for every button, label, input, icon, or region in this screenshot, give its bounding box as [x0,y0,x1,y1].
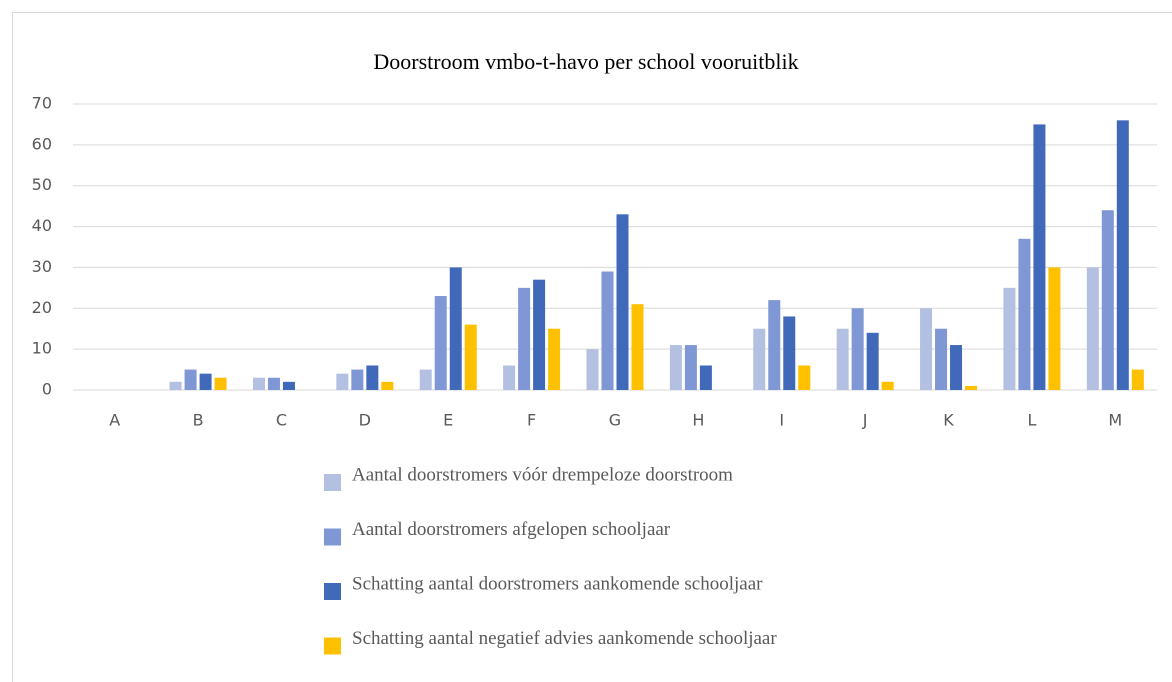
y-tick-label: 0 [42,380,52,399]
bar [366,365,379,390]
bar [768,300,781,390]
bar [851,308,864,390]
bar [533,279,546,390]
bar [1101,210,1114,390]
bar [548,328,561,390]
legend-swatch [324,528,341,546]
x-tick-label: E [443,411,453,430]
bar [169,381,182,390]
y-tick-label: 10 [32,339,52,358]
bar [449,267,462,390]
bar [798,365,811,390]
x-tick-label: J [862,411,868,430]
bar [336,373,349,390]
bar [1131,369,1144,390]
bar [1086,267,1099,390]
legend-label: Schatting aantal negatief advies aankome… [352,628,777,649]
y-tick-label: 20 [32,298,52,317]
bar [1048,267,1061,390]
bar [950,345,963,390]
x-tick-label: F [527,411,536,430]
bar [381,381,394,390]
legend-swatch [324,637,341,655]
bar [1003,287,1016,390]
bar [601,271,614,390]
x-tick-label: L [1027,411,1036,430]
chart-border [12,12,1172,682]
bar [699,365,712,390]
bar [684,345,697,390]
legend-swatch [324,474,341,491]
bar [586,349,599,390]
bar [616,214,629,390]
y-tick-label: 30 [32,257,52,276]
bar [184,369,197,390]
bar [881,381,894,390]
bar [753,328,766,390]
bar [351,369,364,390]
bar [1116,120,1129,390]
bar [199,373,212,390]
bar [920,308,933,390]
bar [1033,124,1046,390]
bar [518,287,531,390]
bar [464,324,477,390]
bar [214,377,227,390]
bar [419,369,432,390]
bar [267,377,280,390]
chart-title: Doorstroom vmbo-t-havo per school voorui… [373,49,798,74]
bar [669,345,682,390]
x-tick-label: D [359,411,371,430]
bar [282,381,295,390]
bar [965,385,978,390]
bar [866,332,879,390]
bar [434,296,447,390]
y-tick-label: 70 [32,94,52,113]
bar [1018,238,1031,390]
y-tick-label: 60 [32,134,52,153]
y-tick-label: 40 [32,216,52,235]
bar [252,377,265,390]
bar [503,365,516,390]
legend-label: Aantal doorstromers afgelopen schooljaar [352,519,671,540]
x-tick-label: C [276,411,287,430]
legend-label: Schatting aantal doorstromers aankomende… [352,573,763,594]
x-tick-label: M [1108,411,1122,430]
x-tick-label: B [193,411,204,430]
x-tick-label: H [692,411,704,430]
x-tick-label: K [943,411,954,430]
bar [631,304,644,390]
legend-swatch [324,583,341,600]
y-tick-label: 50 [32,175,52,194]
x-tick-label: A [109,411,120,430]
bar [836,328,849,390]
x-tick-label: I [779,411,784,430]
legend-label: Aantal doorstromers vóór drempeloze door… [352,464,733,485]
bar [783,316,796,390]
x-tick-label: G [609,411,621,430]
bar [935,328,948,390]
